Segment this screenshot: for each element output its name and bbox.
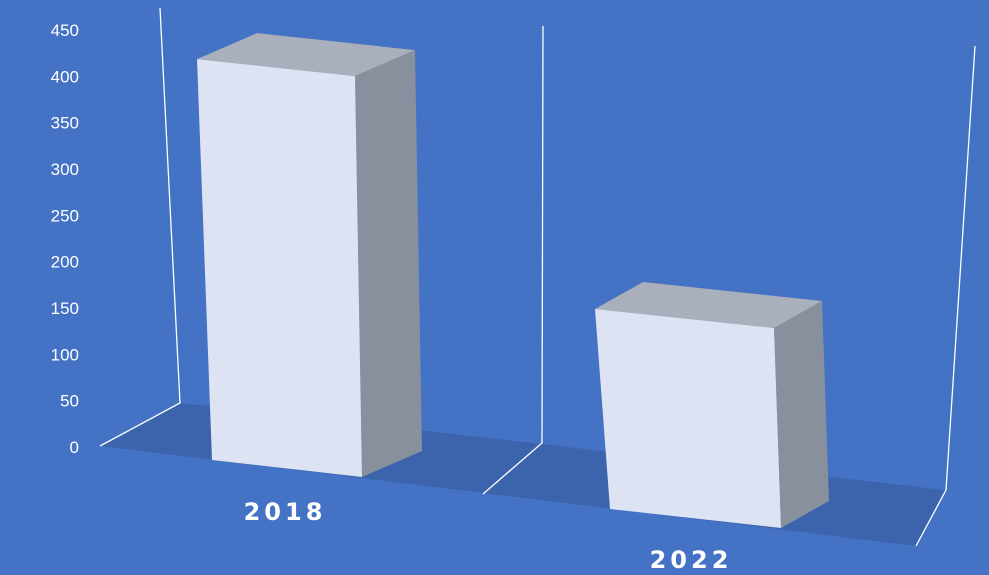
y-tick-label: 350 bbox=[51, 114, 79, 133]
y-tick-label: 0 bbox=[70, 438, 79, 457]
bar-2018 bbox=[197, 33, 422, 477]
bar-side-face bbox=[355, 50, 422, 477]
y-tick-label: 300 bbox=[51, 160, 79, 179]
bars bbox=[197, 33, 829, 528]
wall-line-2 bbox=[482, 25, 544, 495]
bar-top-face bbox=[197, 33, 415, 77]
wall-line-1 bbox=[99, 7, 181, 447]
bar-2022 bbox=[595, 282, 829, 528]
y-tick-label: 450 bbox=[51, 21, 79, 40]
y-tick-label: 100 bbox=[51, 345, 79, 364]
bar-top-face bbox=[595, 282, 822, 328]
y-tick-label: 200 bbox=[51, 253, 79, 272]
y-tick-label: 250 bbox=[51, 206, 79, 225]
y-axis: 0 50 100 150 200 250 300 350 400 450 bbox=[51, 21, 79, 457]
x-axis: 2018 2022 bbox=[244, 498, 733, 574]
bar-front-face bbox=[595, 309, 781, 528]
x-category-label: 2018 bbox=[244, 498, 327, 526]
y-tick-label: 50 bbox=[60, 392, 79, 411]
wall-line-3 bbox=[915, 45, 976, 547]
bar-front-face bbox=[197, 59, 362, 477]
chart-wall-lines bbox=[99, 7, 976, 547]
y-tick-label: 150 bbox=[51, 299, 79, 318]
y-tick-label: 400 bbox=[51, 67, 79, 86]
bar-side-face bbox=[774, 301, 829, 528]
x-category-label: 2022 bbox=[650, 546, 733, 574]
